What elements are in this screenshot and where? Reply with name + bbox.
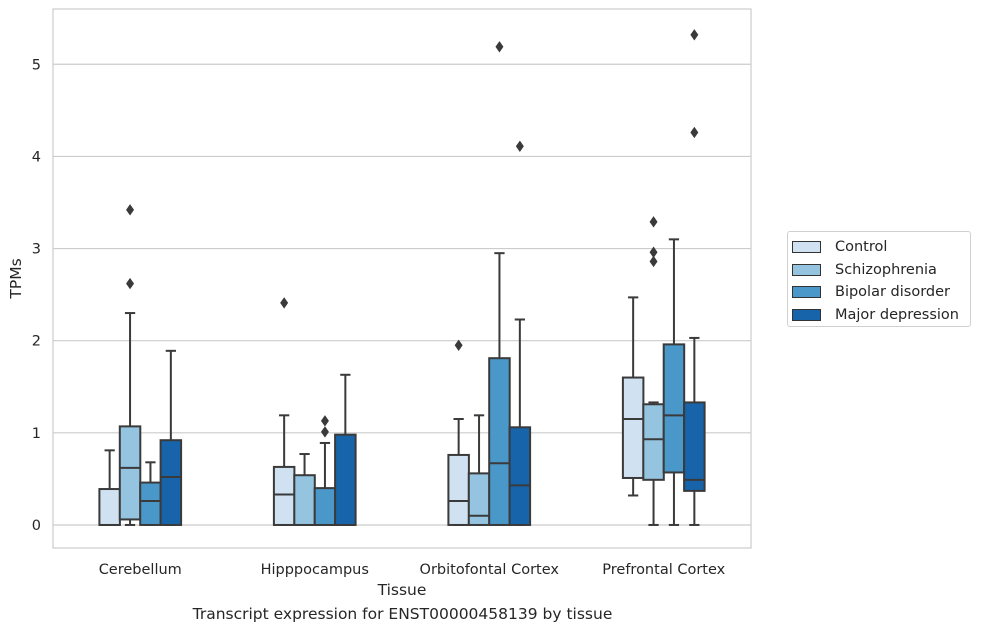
box-major-depression — [683, 29, 706, 526]
outlier-point — [690, 126, 699, 139]
legend-swatch — [792, 286, 821, 299]
box-iqr — [467, 472, 491, 526]
box-iqr — [508, 426, 532, 526]
legend-label: Bipolar disorder — [835, 284, 950, 301]
y-tick-label: 4 — [32, 149, 41, 165]
y-tick-label: 5 — [32, 57, 41, 73]
outlier-point — [454, 339, 463, 351]
tick-labels: 0 1 2 3 4 5 Cerebellum Hipppocampus Orbitofontal… — [32, 57, 726, 578]
grid-lines — [53, 63, 751, 526]
outlier-point — [649, 216, 658, 228]
legend-label: Major depression — [835, 306, 959, 323]
outlier-point — [649, 255, 658, 268]
box-control — [447, 339, 470, 526]
box-iqr — [621, 376, 645, 479]
box-bipolar-disorder — [488, 41, 511, 526]
outlier-point — [126, 277, 135, 290]
outlier-point — [320, 426, 329, 438]
x-tick-label: Hipppocampus — [261, 562, 369, 578]
box-iqr — [642, 403, 665, 481]
outlier-point — [320, 415, 329, 427]
box-iqr — [272, 465, 296, 526]
x-axis-label: Tissue — [377, 581, 427, 599]
boxes-layer — [98, 29, 706, 526]
legend-swatch — [792, 241, 821, 254]
y-tick-label: 0 — [32, 518, 41, 534]
box-iqr — [334, 433, 357, 526]
legend-label: Control — [835, 239, 888, 256]
box-control — [98, 449, 121, 526]
y-axis-label: TPMs — [7, 258, 25, 299]
box-bipolar-disorder — [662, 238, 686, 526]
box-iqr — [139, 481, 162, 526]
box-bipolar-disorder — [313, 415, 337, 526]
box-schizophrenia — [118, 204, 142, 526]
legend-item: Control — [792, 236, 970, 259]
outlier-point — [649, 246, 658, 258]
box-control — [621, 296, 645, 497]
y-tick-label: 3 — [32, 242, 41, 258]
box-major-depression — [159, 349, 183, 526]
legend: Control Schizophrenia Bipolar disorder Majo… — [787, 231, 971, 327]
outlier-point — [280, 297, 289, 309]
box-control — [272, 297, 296, 526]
x-tick-label: Orbitofontal Cortex — [420, 562, 560, 578]
legend-label: Schizophrenia — [835, 261, 937, 278]
box-iqr — [447, 453, 470, 526]
box-iqr — [98, 488, 121, 526]
x-tick-label: Prefrontal Cortex — [602, 562, 725, 578]
outlier-point — [515, 140, 524, 152]
legend-item: Schizophrenia — [792, 259, 970, 282]
x-tick-label: Cerebellum — [99, 562, 182, 578]
box-major-depression — [334, 373, 357, 526]
box-iqr — [293, 474, 316, 526]
outlier-point — [126, 204, 135, 216]
legend-swatch — [792, 308, 821, 321]
box-schizophrenia — [293, 453, 316, 526]
box-iqr — [662, 343, 686, 474]
outlier-point — [495, 41, 504, 53]
legend-swatch — [792, 263, 821, 276]
y-tick-label: 1 — [32, 426, 41, 442]
box-bipolar-disorder — [139, 461, 162, 526]
y-tick-label: 2 — [32, 334, 41, 350]
box-major-depression — [508, 140, 532, 526]
legend-item: Major depression — [792, 304, 970, 327]
outlier-point — [690, 29, 699, 41]
box-schizophrenia — [642, 216, 665, 526]
box-iqr — [488, 357, 511, 526]
legend-item: Bipolar disorder — [792, 281, 970, 304]
box-iqr — [683, 401, 706, 492]
box-schizophrenia — [467, 414, 491, 526]
box-iqr — [159, 439, 183, 526]
box-iqr — [313, 487, 337, 526]
box-iqr — [118, 425, 142, 521]
plot-frame — [52, 8, 752, 549]
figure-caption: Transcript expression for ENST0000045813… — [192, 605, 613, 623]
